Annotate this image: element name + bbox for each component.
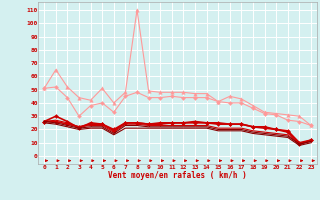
X-axis label: Vent moyen/en rafales ( km/h ): Vent moyen/en rafales ( km/h ) (108, 171, 247, 180)
